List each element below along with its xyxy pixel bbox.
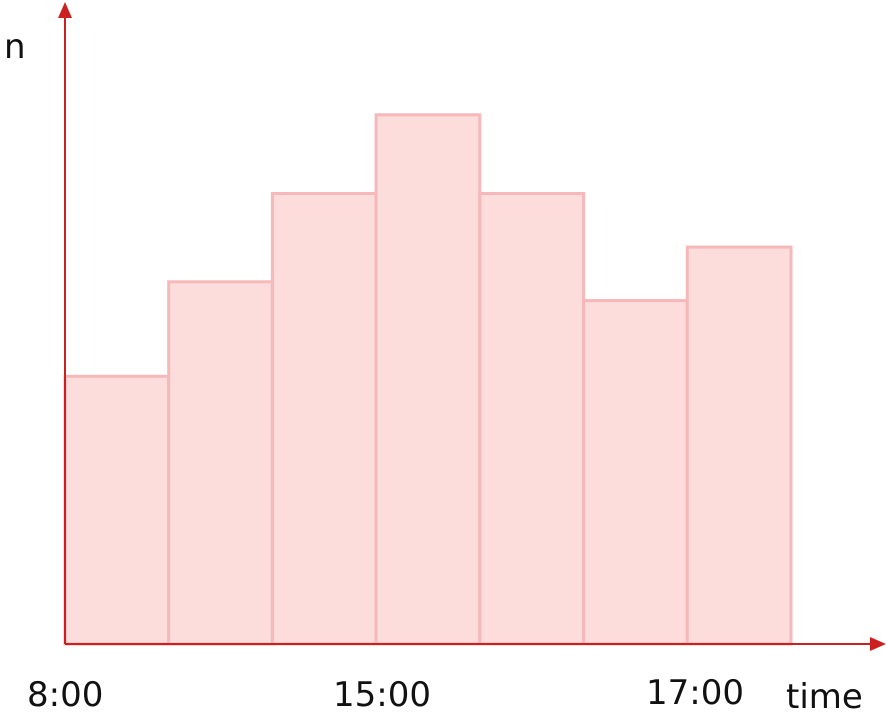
x-axis-label: time bbox=[786, 677, 863, 717]
y-axis-arrow bbox=[58, 2, 72, 18]
x-tick-label-start: 8:00 bbox=[27, 675, 103, 715]
x-tick-label-mid: 15:00 bbox=[333, 675, 431, 715]
bars-group bbox=[63, 113, 793, 646]
histogram-bar-4 bbox=[374, 113, 482, 646]
histogram-bar-3 bbox=[270, 192, 378, 646]
y-axis-label: n bbox=[4, 27, 26, 67]
histogram-bar-7 bbox=[685, 245, 793, 646]
x-axis-arrow bbox=[870, 637, 886, 651]
histogram-bar-5 bbox=[478, 192, 586, 646]
histogram-bar-2 bbox=[167, 280, 274, 646]
histogram-bar-6 bbox=[582, 299, 689, 646]
x-tick-label-end: 17:00 bbox=[646, 673, 744, 713]
histogram-bar-1 bbox=[63, 374, 171, 646]
